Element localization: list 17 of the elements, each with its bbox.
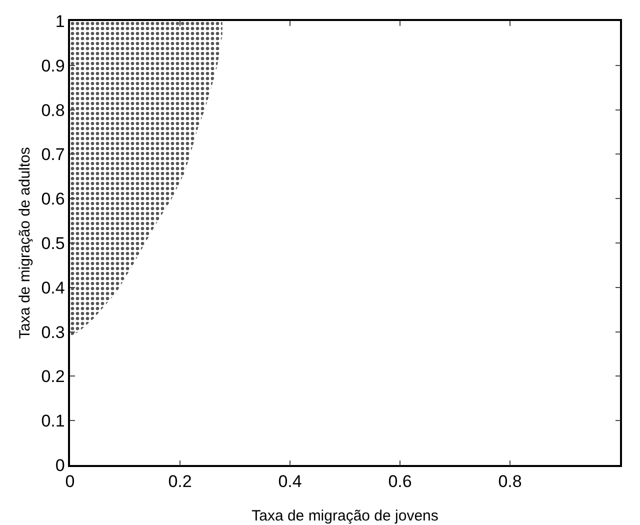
y-tick-label: 0.2 bbox=[41, 367, 65, 386]
x-axis-title: Taxa de migração de jovens bbox=[252, 508, 438, 524]
y-tick-label: 0.8 bbox=[41, 100, 65, 120]
y-tick-label: 0.3 bbox=[41, 322, 65, 342]
y-tick-label: 0.1 bbox=[41, 412, 65, 431]
x-tick-label: 0.8 bbox=[498, 472, 522, 492]
y-tick-label: 0.6 bbox=[41, 190, 65, 209]
y-tick-label: 0.5 bbox=[41, 234, 65, 253]
x-tick-label: 0.2 bbox=[168, 472, 192, 492]
y-axis-title: Taxa de migração de adultos bbox=[16, 147, 34, 339]
y-tick-label: 0 bbox=[55, 456, 65, 475]
x-tick-label: 0.4 bbox=[278, 472, 302, 492]
x-tick-label: 0.6 bbox=[388, 472, 412, 492]
y-tick-label: 0.4 bbox=[41, 278, 65, 298]
y-tick-label: 0.9 bbox=[41, 56, 65, 76]
y-tick-label: 1 bbox=[55, 12, 65, 31]
y-tick-label: 0.7 bbox=[41, 145, 65, 164]
